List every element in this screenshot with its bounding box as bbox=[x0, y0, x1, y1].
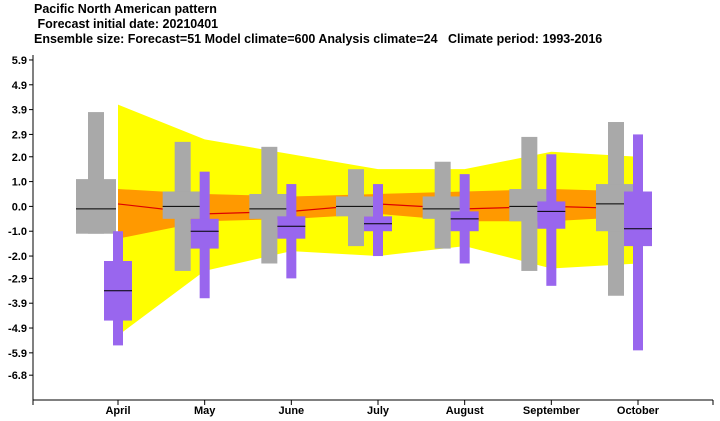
y-tick-label: 5.9 bbox=[12, 55, 27, 67]
chart-header: Pacific North American pattern Forecast … bbox=[34, 2, 602, 47]
x-tick-label: October bbox=[617, 405, 660, 417]
y-tick-label: 2.0 bbox=[12, 152, 27, 164]
ensemble-info-label: Ensemble size: Forecast=51 Model climate… bbox=[34, 32, 603, 46]
y-tick-label: 1.0 bbox=[12, 177, 27, 189]
y-tick-label: -1.0 bbox=[8, 226, 27, 238]
y-ticks: 5.9 4.9 3.9 2.9 2.0 1.0 0.0 -1.0 -2.0 -2.9 -3.9 -4.… bbox=[8, 55, 33, 382]
model-climate-box bbox=[162, 191, 203, 219]
box-groups bbox=[76, 112, 652, 351]
box-group-april bbox=[76, 112, 132, 346]
x-tick-label: May bbox=[194, 405, 216, 417]
y-tick-label: 4.9 bbox=[12, 80, 27, 92]
box-group-august bbox=[422, 161, 479, 264]
model-climate-box bbox=[76, 179, 116, 234]
chart-title: Pacific North American pattern bbox=[34, 2, 217, 16]
x-tick-label: September bbox=[523, 405, 581, 417]
y-tick-label: -3.9 bbox=[8, 298, 27, 310]
chart-axes bbox=[32, 55, 713, 401]
x-tick-label: August bbox=[446, 405, 484, 417]
forecast-box bbox=[537, 201, 566, 229]
y-tick-label: -6.8 bbox=[8, 370, 27, 382]
y-tick-label: -4.9 bbox=[8, 323, 27, 335]
model-climate-box bbox=[249, 193, 290, 219]
box-group-may bbox=[162, 141, 219, 299]
forecast-box bbox=[190, 218, 219, 249]
y-tick-label: 2.9 bbox=[12, 129, 27, 141]
forecast-box bbox=[450, 211, 479, 232]
y-tick-label: 3.9 bbox=[12, 105, 27, 117]
box-group-july bbox=[336, 169, 392, 257]
x-tick-label: April bbox=[105, 405, 130, 417]
y-tick-label: 0.0 bbox=[12, 201, 27, 213]
x-tick-label: June bbox=[278, 405, 304, 417]
y-tick-label: -5.9 bbox=[8, 348, 27, 360]
box-group-june bbox=[249, 146, 306, 279]
forecast-box bbox=[624, 191, 652, 247]
x-ticks: April May June July August September October bbox=[32, 400, 714, 417]
box-group-september bbox=[509, 136, 566, 286]
box-group-october bbox=[596, 122, 652, 351]
y-tick-label: -2.9 bbox=[8, 273, 27, 285]
forecast-box bbox=[277, 216, 306, 239]
x-tick-label: July bbox=[367, 405, 390, 417]
forecast-date-label: Forecast initial date: 20210401 bbox=[34, 17, 219, 31]
y-tick-label: -2.0 bbox=[8, 251, 27, 263]
